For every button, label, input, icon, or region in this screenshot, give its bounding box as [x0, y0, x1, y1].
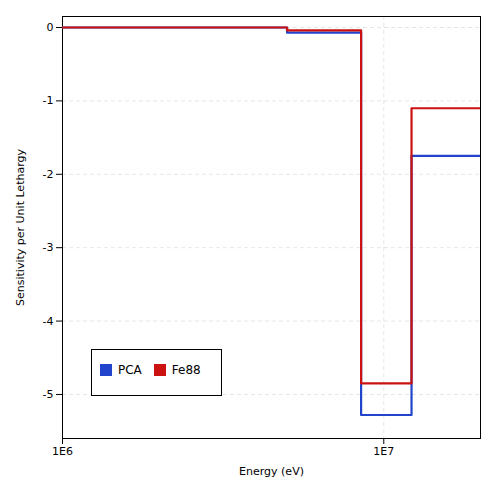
svg-text:Sensitivity per Unit Lethargy: Sensitivity per Unit Lethargy	[14, 149, 27, 306]
svg-text:1E6: 1E6	[52, 445, 73, 458]
svg-text:-3: -3	[43, 241, 54, 254]
svg-text:-1: -1	[43, 94, 54, 107]
svg-text:-2: -2	[43, 168, 54, 181]
html-text:PCA: PCA	[118, 362, 142, 377]
svg-text:0: 0	[47, 21, 54, 34]
svg-text:-4: -4	[43, 315, 54, 328]
svg-text:-5: -5	[43, 388, 54, 401]
svg-text:1E7: 1E7	[373, 445, 394, 458]
svg-text:Energy (eV): Energy (eV)	[239, 465, 304, 478]
html-text:Fe88: Fe88	[171, 362, 201, 377]
